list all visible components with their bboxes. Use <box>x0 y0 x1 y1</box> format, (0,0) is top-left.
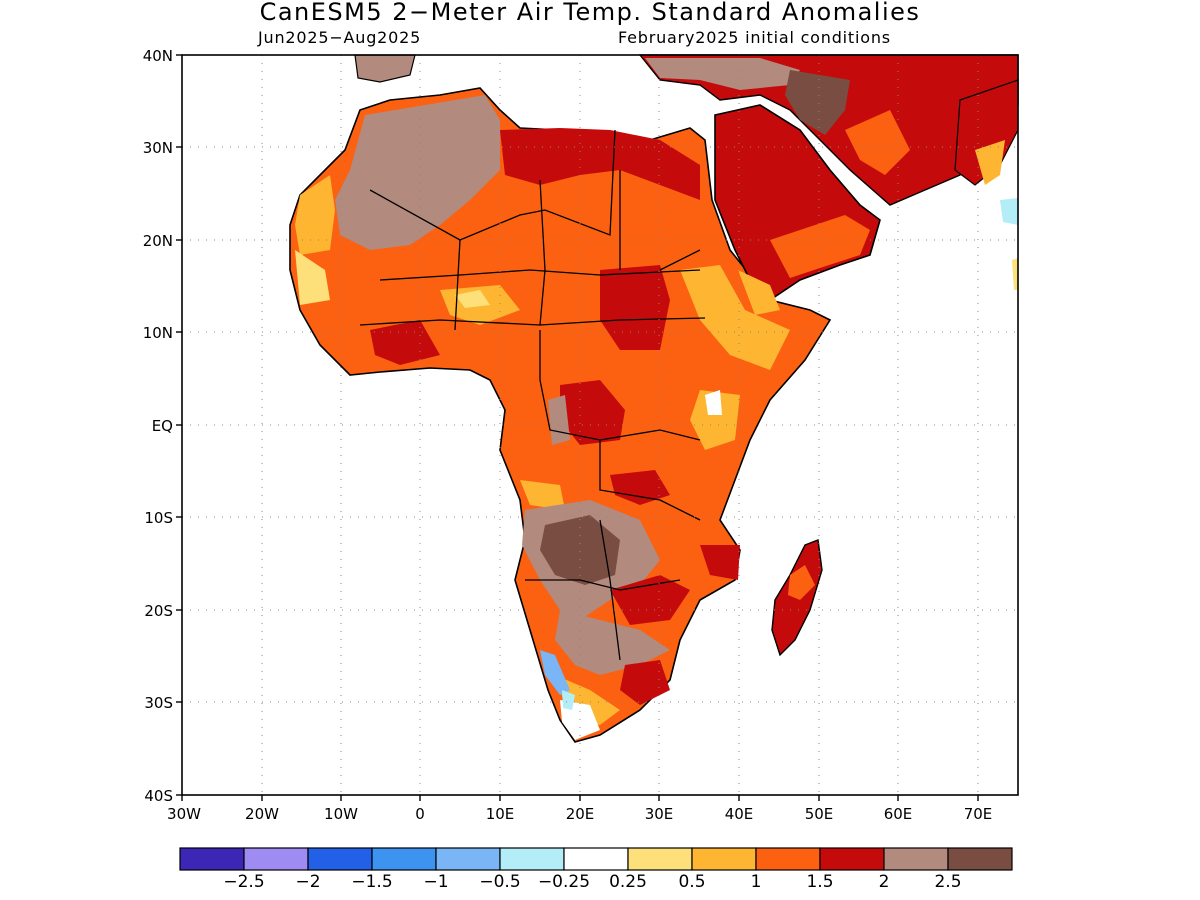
colorbar-swatch <box>243 847 309 871</box>
lon-label: 30W <box>167 805 201 823</box>
map-title: CanESM5 2−Meter Air Temp. Standard Anoma… <box>259 0 921 26</box>
latitude-labels: 40N 30N 20N 10N EQ 10S 20S 30S 40S <box>143 47 173 805</box>
colorbar-label: −2 <box>295 872 320 892</box>
colorbar-label: 1.5 <box>806 872 833 892</box>
colorbar-swatch <box>179 847 245 871</box>
middle-east-brown <box>645 58 800 90</box>
lon-label: 30E <box>645 805 674 823</box>
lon-label: 20W <box>245 805 279 823</box>
colorbar-label: −0.25 <box>538 872 590 892</box>
initial-conditions-label: February2025 initial conditions <box>618 28 891 47</box>
colorbar-swatch <box>819 847 885 871</box>
lon-label: 10E <box>486 805 515 823</box>
colorbar-swatch <box>947 847 1013 871</box>
india-cool-patch <box>1000 198 1018 225</box>
colorbar-label: 2.5 <box>934 872 961 892</box>
colorbar-swatch <box>563 847 629 871</box>
arabia-orange <box>770 215 870 278</box>
colorbar-label: −2.5 <box>223 872 264 892</box>
iran-orange <box>845 110 910 175</box>
lon-label: 60E <box>884 805 913 823</box>
colorbar-swatch <box>627 847 693 871</box>
lat-label: 20N <box>143 232 173 250</box>
colorbar-label: −1 <box>423 872 448 892</box>
country-borders <box>359 129 706 661</box>
india-yellow-patch <box>1012 258 1018 290</box>
lon-label: 50E <box>805 805 834 823</box>
lon-label: 70E <box>964 805 993 823</box>
lat-label: 30N <box>143 139 173 157</box>
colorbar-label: −1.5 <box>351 872 392 892</box>
colorbar-label: −0.5 <box>479 872 520 892</box>
middle-east-darkbrown <box>785 70 850 135</box>
colorbar-label: 0.25 <box>609 872 647 892</box>
lon-label: 20E <box>566 805 595 823</box>
colorbar-swatch <box>499 847 565 871</box>
colorbar-label: 0.5 <box>678 872 705 892</box>
colorbar-label: 2 <box>879 872 890 892</box>
lat-label: 30S <box>144 694 173 712</box>
lon-label: 10W <box>324 805 358 823</box>
lat-label: 40N <box>143 47 173 65</box>
colorbar-swatch <box>755 847 821 871</box>
colorbar: −2.5 −2 −1.5 −1 −0.5 −0.25 0.25 0.5 1 1.5 2 2.5 <box>179 847 1013 892</box>
graticule <box>182 55 1018 795</box>
colorbar-swatch <box>307 847 373 871</box>
tick-marks <box>176 54 979 801</box>
lat-label: 10S <box>144 509 173 527</box>
india-west-coast <box>975 140 1005 185</box>
colorbar-swatch <box>435 847 501 871</box>
lat-label: 10N <box>143 324 173 342</box>
colorbar-swatch <box>691 847 757 871</box>
lon-label: 0 <box>415 805 425 823</box>
lat-label: 20S <box>144 602 173 620</box>
colorbar-swatch <box>883 847 949 871</box>
madagascar-orange <box>788 565 815 600</box>
lat-label: 40S <box>144 787 173 805</box>
lat-label: EQ <box>152 417 173 435</box>
forecast-period: Jun2025−Aug2025 <box>258 28 422 47</box>
iberia-north-africa-coast <box>354 54 416 83</box>
colorbar-label: 1 <box>751 872 762 892</box>
lon-label: 40E <box>725 805 754 823</box>
colorbar-swatch <box>371 847 437 871</box>
longitude-labels: 30W 20W 10W 0 10E 20E 30E 40E 50E 60E 70… <box>167 805 992 823</box>
